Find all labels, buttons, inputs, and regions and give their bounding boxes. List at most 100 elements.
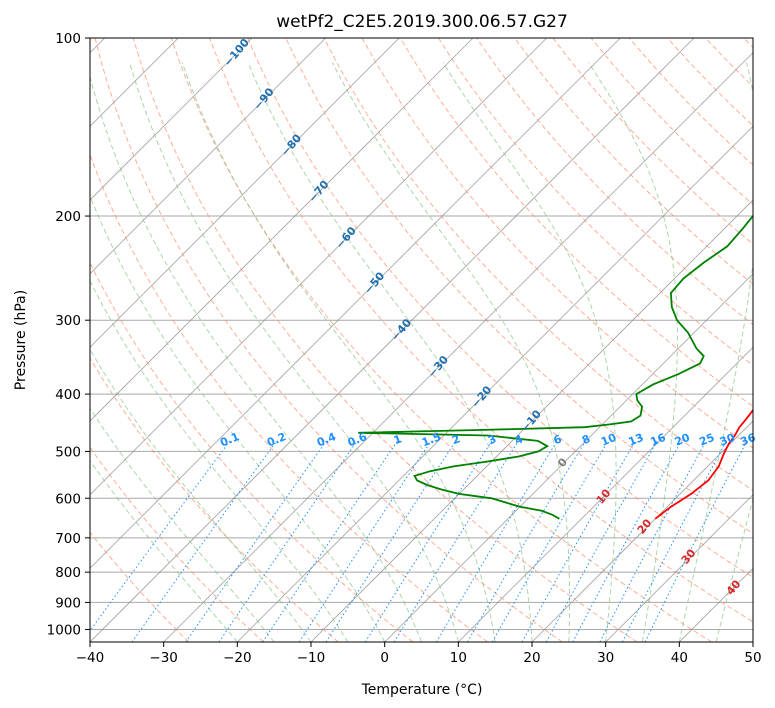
mixing-ratio-label: 2	[450, 432, 462, 447]
isotherm-line	[752, 641, 753, 642]
dry-adiabat-line	[94, 38, 563, 642]
isotherm-line	[310, 199, 753, 642]
isotherm-line	[90, 38, 253, 201]
mixing-ratio-line	[621, 440, 727, 642]
x-tick-label: 50	[744, 650, 761, 666]
y-tick-label: 1000	[47, 622, 81, 638]
mixing-ratio-line	[545, 440, 658, 642]
mixing-ratio-label: 30	[718, 431, 737, 449]
adiabat-label: −20	[469, 383, 495, 410]
isotherm-line	[384, 273, 753, 642]
mixing-ratio-line	[467, 440, 586, 642]
moist-adiabat-line	[331, 62, 570, 642]
mixing-ratio-label: 1	[392, 432, 404, 447]
mixing-ratio-line	[218, 440, 358, 642]
adiabat-label: −60	[333, 224, 359, 251]
dry-adiabat-line	[90, 261, 414, 642]
moist-adiabat-line	[715, 497, 753, 642]
dry-adiabat-line	[247, 38, 753, 578]
mixing-ratio-label: 10	[599, 431, 618, 449]
mixing-ratio-label: 0.4	[315, 430, 338, 449]
mixing-ratio-line	[393, 440, 519, 642]
moist-adiabat-line	[587, 62, 678, 642]
x-tick-label: −30	[149, 650, 178, 666]
y-tick-label: 500	[55, 444, 81, 460]
moist-adiabat-line	[90, 194, 386, 642]
x-tick-label: 20	[523, 650, 540, 666]
profile-line	[358, 214, 753, 520]
moist-adiabat-line	[90, 74, 422, 642]
dry-adiabat-line	[209, 38, 753, 623]
dry-adiabat-line	[285, 38, 753, 535]
mixing-ratio-label: 13	[626, 431, 645, 449]
y-tick-label: 200	[55, 209, 81, 225]
adiabat-label: −80	[279, 131, 305, 158]
mixing-ratio-label: 3	[486, 432, 498, 447]
mixing-ratio-line	[90, 440, 231, 632]
dry-adiabat-line	[514, 38, 753, 285]
x-tick-label: −20	[223, 650, 252, 666]
moist-adiabat-line	[678, 62, 753, 642]
adiabat-label: 20	[635, 516, 655, 536]
y-tick-label: 900	[55, 595, 81, 611]
mixing-ratio-line	[298, 440, 432, 642]
line-labels: −100−90−80−70−60−50−40−30−20−10010203040…	[218, 36, 758, 598]
mixing-ratio-label: 16	[649, 431, 668, 449]
y-tick-label: 700	[55, 531, 81, 547]
y-tick-label: 400	[55, 387, 81, 403]
x-tick-label: −40	[76, 650, 105, 666]
y-tick-label: 800	[55, 565, 81, 581]
adiabat-label: −90	[251, 85, 277, 112]
adiabat-label: 0	[555, 455, 570, 469]
dry-adiabat-line	[437, 38, 753, 366]
mixing-ratio-line	[185, 440, 327, 642]
background-lines	[90, 38, 753, 642]
isotherm-line	[163, 52, 753, 642]
mixing-ratio-line	[262, 440, 399, 642]
dry-adiabat-line	[90, 153, 488, 642]
dry-adiabat-line	[590, 38, 753, 206]
mixing-ratio-label: 0.1	[218, 430, 241, 449]
mixing-ratio-line	[572, 440, 682, 642]
axis-ticks: −40 −30 −20 −10 0 10 20 30 40 5010020030040050060…	[47, 31, 762, 666]
mixing-ratio-line	[364, 440, 493, 642]
mixing-ratio-line	[131, 440, 278, 642]
moist-adiabat-line	[247, 62, 533, 642]
adiabat-label: −10	[518, 407, 544, 434]
isotherm-line	[531, 420, 753, 642]
moist-adiabat-line	[90, 279, 349, 642]
moist-adiabat-line	[129, 62, 459, 642]
isotherm-line	[90, 38, 474, 422]
isotherm-line	[90, 38, 326, 275]
dry-adiabat-line	[705, 38, 753, 88]
x-tick-label: −10	[297, 650, 326, 666]
y-tick-label: 300	[55, 313, 81, 329]
dry-adiabat-line	[170, 38, 712, 642]
adiabat-label: −50	[362, 269, 388, 296]
chart-title: wetPf2_C2E5.2019.300.06.57.G27	[276, 12, 568, 32]
isotherm-line	[237, 125, 753, 642]
x-tick-label: 40	[671, 650, 688, 666]
mixing-ratio-label: 8	[580, 432, 592, 447]
isotherm-line	[458, 346, 753, 642]
x-tick-label: 10	[450, 650, 467, 666]
y-tick-label: 600	[55, 491, 81, 507]
mixing-ratio-label: 20	[673, 431, 692, 449]
profile-line	[654, 406, 753, 520]
moist-adiabat-line	[90, 348, 312, 642]
adiabat-label: −30	[425, 353, 451, 380]
mixing-ratio-line	[521, 440, 636, 642]
mixing-ratio-line	[491, 440, 609, 642]
isotherm-line	[90, 38, 400, 348]
moist-adiabat-line	[181, 62, 496, 642]
isotherm-line	[90, 38, 547, 496]
mixing-ratio-line	[435, 440, 558, 642]
moist-adiabat-line	[90, 407, 275, 642]
profile-lines	[358, 214, 753, 520]
mixing-ratio-label: 36	[739, 431, 758, 449]
isotherm-line	[90, 38, 621, 569]
dry-adiabat-line	[90, 531, 190, 642]
y-axis-title: Pressure (hPa)	[13, 290, 29, 390]
moist-adiabat-line	[442, 62, 617, 642]
